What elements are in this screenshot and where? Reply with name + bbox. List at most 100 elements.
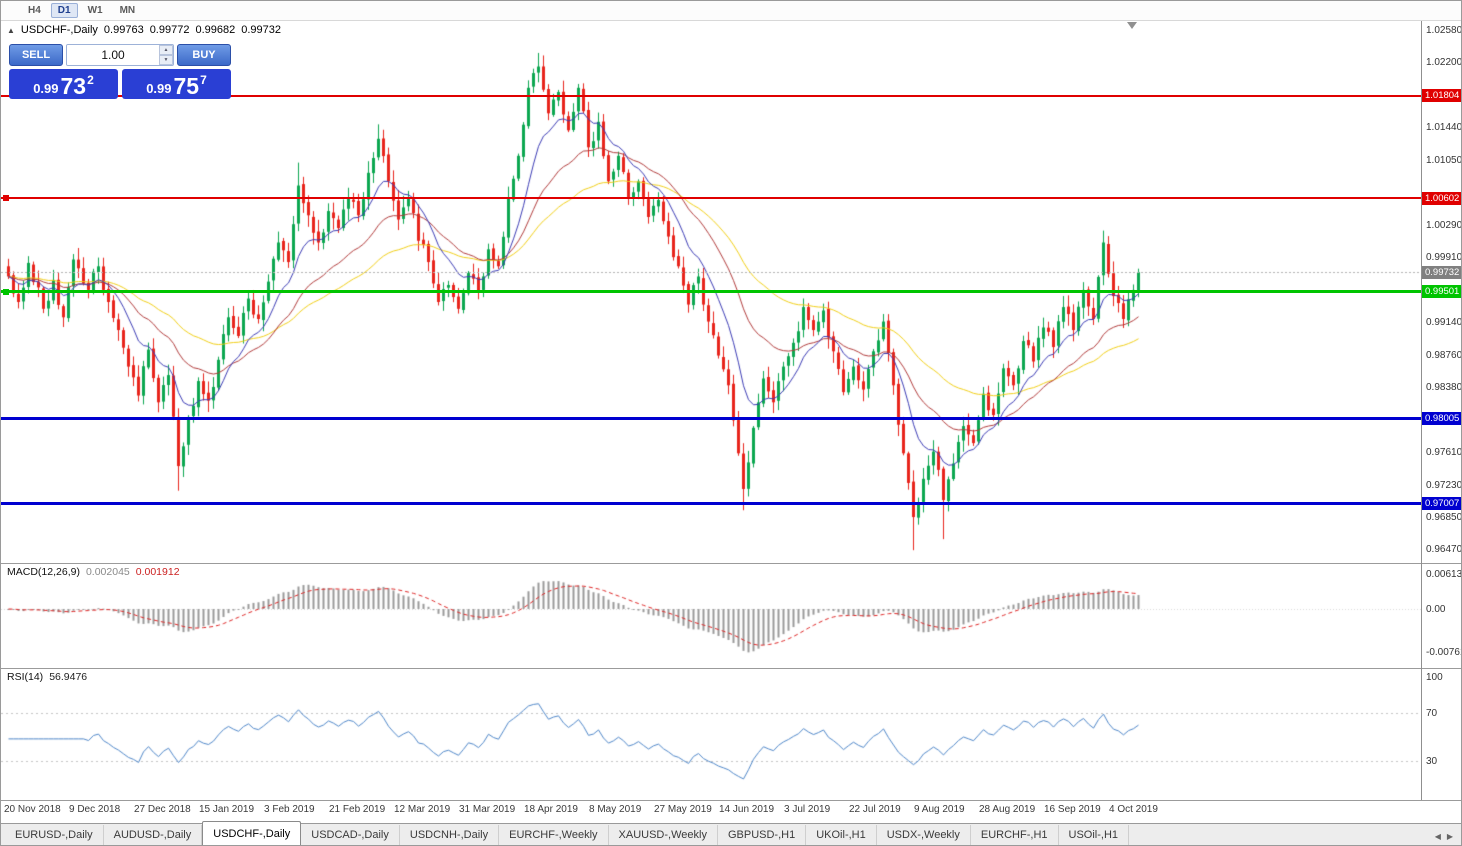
price-axis-label: 1.01050 — [1426, 155, 1462, 167]
price-axis-label: 0.96470 — [1426, 544, 1462, 556]
price-axis-label: 1.00290 — [1426, 219, 1462, 231]
chart-tab-usdcad-daily[interactable]: USDCAD-,Daily — [301, 825, 400, 845]
sell-price-point: 2 — [87, 73, 94, 87]
date-axis-label: 3 Jul 2019 — [784, 804, 831, 815]
tab-scroll-right-icon[interactable]: ▶ — [1446, 832, 1453, 841]
buy-price-prefix: 0.99 — [146, 81, 172, 96]
sell-button[interactable]: SELL — [9, 44, 63, 66]
price-axis-label: 0.97610 — [1426, 447, 1462, 459]
chart-tab-xauusd-weekly[interactable]: XAUUSD-,Weekly — [609, 825, 718, 845]
chart-tab-audusd-daily[interactable]: AUDUSD-,Daily — [104, 825, 203, 845]
timeframe-button-w1[interactable]: W1 — [87, 5, 103, 16]
price-axis-label: 0.96850 — [1426, 512, 1462, 524]
date-axis-label: 18 Apr 2019 — [524, 804, 578, 815]
chart-ohlc-header: ▲ USDCHF-,Daily 0.99763 0.99772 0.99682 … — [7, 24, 281, 36]
chart-tab-usdcnh-daily[interactable]: USDCNH-,Daily — [400, 825, 500, 845]
ohlc-open-value: 0.99763 — [103, 24, 144, 36]
macd-main-value: 0.002045 — [85, 566, 130, 578]
macd-axis-label: 0.00 — [1426, 604, 1446, 615]
horizontal-level-line[interactable] — [1, 417, 1421, 421]
price-axis-label: 0.99140 — [1426, 317, 1462, 329]
chart-canvas[interactable] — [1, 1, 1422, 801]
one-click-panel-toggle-icon[interactable]: ▲ — [7, 25, 15, 35]
price-axis-label: 1.02580 — [1426, 25, 1462, 36]
rsi-indicator-title: RSI(14) 56.9476 — [7, 671, 87, 683]
date-axis-label: 14 Jun 2019 — [719, 804, 775, 815]
price-axis-label: 0.97230 — [1426, 479, 1462, 491]
price-axis-label: 0.99910 — [1426, 251, 1462, 263]
sell-price-display[interactable]: 0.99 73 2 — [9, 69, 118, 99]
chart-tab-eurchf-h1[interactable]: EURCHF-,H1 — [971, 825, 1059, 845]
tab-scroll-left-icon[interactable]: ◀ — [1434, 832, 1441, 841]
timeframe-button-h4[interactable]: H4 — [28, 5, 41, 16]
timeframe-toolbar: H4 D1 W1 MN — [1, 1, 1461, 21]
tab-scroll-controls: ◀ ▶ — [1425, 832, 1461, 845]
price-axis-label: 0.98760 — [1426, 349, 1462, 361]
chart-symbol-label: USDCHF-,Daily — [20, 24, 98, 36]
macd-axis-label: -0.00761 — [1426, 647, 1462, 659]
date-axis-label: 21 Feb 2019 — [329, 804, 386, 815]
level-price-box: 1.00602 — [1422, 191, 1461, 205]
one-click-trading-panel: SELL ▲ ▼ BUY 0.99 73 2 0.99 75 7 — [9, 44, 231, 99]
buy-button[interactable]: BUY — [177, 44, 231, 66]
date-axis-label: 27 Dec 2018 — [134, 804, 191, 815]
date-axis[interactable]: 20 Nov 2018 9 Dec 2018 27 Dec 2018 15 Jan 2… — [1, 801, 1421, 819]
chart-tab-bar: EURUSD-,Daily AUDUSD-,Daily USDCHF-,Daily U… — [1, 821, 1461, 845]
buy-price-point: 7 — [200, 73, 207, 87]
level-price-box: 0.98005 — [1422, 412, 1461, 426]
macd-indicator-title: MACD(12,26,9) 0.002045 0.001912 — [7, 566, 180, 578]
bid-price-box: 0.99732 — [1422, 265, 1461, 279]
chart-tab-ukoil-h1[interactable]: UKOil-,H1 — [806, 825, 877, 845]
chart-tab-usdchf-daily[interactable]: USDCHF-,Daily — [202, 821, 302, 845]
price-axis-label: 0.98380 — [1426, 382, 1462, 393]
chart-tabs: EURUSD-,Daily AUDUSD-,Daily USDCHF-,Daily U… — [1, 821, 1130, 845]
timeframe-button-d1[interactable]: D1 — [50, 3, 78, 18]
chart-tab-usoil-h1[interactable]: USOil-,H1 — [1059, 825, 1130, 845]
macd-panel-separator[interactable] — [1, 563, 1461, 564]
price-axis[interactable]: 1.02580 1.02200 1.01440 1.01050 1.00290 0.999… — [1422, 1, 1462, 801]
date-axis-label: 9 Aug 2019 — [914, 804, 965, 815]
price-axis-label: 1.02200 — [1426, 57, 1462, 69]
buy-price-pips: 75 — [173, 73, 200, 99]
chart-tab-eurusd-daily[interactable]: EURUSD-,Daily — [5, 825, 104, 845]
price-axis-border — [1421, 21, 1422, 800]
level-price-box: 1.01804 — [1422, 89, 1461, 103]
horizontal-level-line[interactable] — [1, 502, 1421, 506]
ohlc-close-value: 0.99732 — [241, 24, 281, 36]
date-axis-label: 28 Aug 2019 — [979, 804, 1036, 815]
date-axis-label: 27 May 2019 — [654, 804, 712, 815]
rsi-axis-label: 70 — [1426, 708, 1438, 719]
level-price-box: 0.97007 — [1422, 497, 1461, 511]
volume-down-button[interactable]: ▼ — [159, 55, 173, 65]
volume-field: ▲ ▼ — [66, 44, 174, 66]
macd-axis-label: 0.00613 — [1426, 569, 1462, 581]
macd-label: MACD(12,26,9) — [7, 566, 80, 578]
date-axis-separator — [1, 800, 1461, 801]
date-axis-label: 31 Mar 2019 — [459, 804, 516, 815]
timeframe-button-mn[interactable]: MN — [119, 5, 136, 16]
sell-price-prefix: 0.99 — [33, 81, 59, 96]
horizontal-level-line[interactable] — [1, 94, 1421, 97]
chart-tab-eurchf-weekly[interactable]: EURCHF-,Weekly — [499, 825, 609, 845]
date-axis-label: 16 Sep 2019 — [1044, 804, 1101, 815]
rsi-axis-label: 100 — [1426, 672, 1443, 683]
rsi-label: RSI(14) — [7, 671, 44, 683]
chart-tab-usdx-weekly[interactable]: USDX-,Weekly — [877, 825, 971, 845]
date-axis-label: 12 Mar 2019 — [394, 804, 451, 815]
date-axis-label: 20 Nov 2018 — [4, 804, 61, 815]
volume-input[interactable] — [67, 45, 159, 65]
ohlc-low-value: 0.99682 — [195, 24, 236, 36]
ohlc-high-value: 0.99772 — [149, 24, 190, 36]
chart-tab-gbpusd-h1[interactable]: GBPUSD-,H1 — [718, 825, 807, 845]
horizontal-level-line[interactable] — [1, 197, 1421, 200]
rsi-panel-separator[interactable] — [1, 668, 1461, 669]
rsi-axis-label: 30 — [1426, 756, 1438, 767]
horizontal-level-line[interactable] — [1, 290, 1421, 294]
rsi-value: 56.9476 — [49, 671, 88, 683]
buy-price-display[interactable]: 0.99 75 7 — [122, 69, 231, 99]
chart-shift-marker-icon[interactable] — [1127, 22, 1137, 29]
date-axis-label: 22 Jul 2019 — [849, 804, 901, 815]
volume-up-button[interactable]: ▲ — [159, 45, 173, 55]
level-price-box: 0.99501 — [1422, 285, 1461, 299]
